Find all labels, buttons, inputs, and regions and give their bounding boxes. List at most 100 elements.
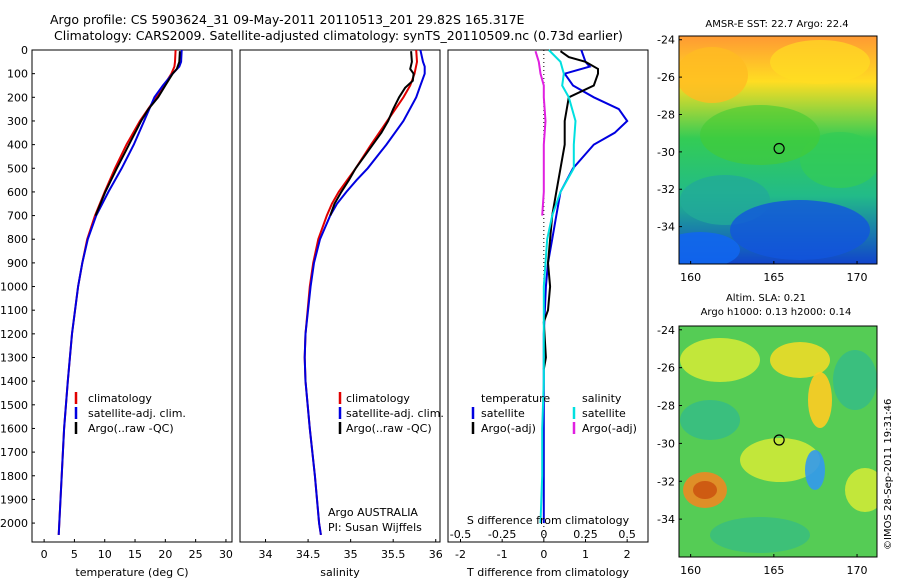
temperature-tick-label: 20 xyxy=(158,548,172,561)
pi-label: PI: Susan Wijffels xyxy=(328,521,422,534)
legend-satellite-label: satellite-adj. clim. xyxy=(88,407,186,420)
depth-tick-label: 1800 xyxy=(0,470,28,483)
legend-argo-label: Argo(..raw -QC) xyxy=(346,422,432,435)
legend-s-argo-label: Argo(-adj) xyxy=(582,422,637,435)
salinity-line-argo xyxy=(329,51,415,216)
sla-map: Altim. SLA: 0.21 Argo h1000: 0.13 h2000:… xyxy=(657,293,878,577)
difference-plot-frame xyxy=(447,49,649,543)
salinity-series xyxy=(303,49,426,536)
latitude-tick-label: -26 xyxy=(657,71,675,84)
latitude-tick-label: -32 xyxy=(657,475,675,488)
depth-tick-label: 1100 xyxy=(0,304,28,317)
sla-field xyxy=(679,326,877,557)
difference-legend: temperature salinity satellite Argo(-adj… xyxy=(471,392,637,435)
s-argo-line xyxy=(534,50,547,216)
depth-tick-label: 1000 xyxy=(0,281,28,294)
warm-patch xyxy=(770,40,870,84)
low-patch xyxy=(680,400,740,440)
s-difference-tick-label: 0.25 xyxy=(573,528,598,541)
depth-tick-label: 100 xyxy=(7,68,28,81)
sst-map-frame xyxy=(678,35,878,265)
legend-satellite-label: satellite-adj. clim. xyxy=(346,407,444,420)
latitude-tick-label: -26 xyxy=(657,362,675,375)
salinity-legend: climatology satellite-adj. clim. Argo(..… xyxy=(338,392,444,435)
temperature-tick-label: 30 xyxy=(219,548,233,561)
depth-tick-label: 1500 xyxy=(0,399,28,412)
temperature-tick-label: 15 xyxy=(128,548,142,561)
salinity-tick-label: 34 xyxy=(259,548,273,561)
latitude-tick-label: -24 xyxy=(657,34,675,47)
temperature-legend: climatology satellite-adj. clim. Argo(..… xyxy=(74,392,186,435)
s-difference-tick-label: -0.25 xyxy=(488,528,516,541)
s-difference-tick-label: 0 xyxy=(540,528,547,541)
salinity-line-satellite xyxy=(303,49,426,536)
depth-tick-label: 1600 xyxy=(0,422,28,435)
depth-tick-label: 400 xyxy=(7,139,28,152)
t-difference-tick-label: 2 xyxy=(624,548,631,561)
longitude-tick-label: 170 xyxy=(847,271,868,284)
low-patch xyxy=(805,450,825,490)
difference-panel: -2 -1 0 1 2 -0.5 -0.25 0 0.25 0.5 S difference fr… xyxy=(447,49,649,579)
depth-tick-label: 1700 xyxy=(0,446,28,459)
salinity-xlabel: salinity xyxy=(320,566,360,579)
mid-patch xyxy=(800,132,877,188)
depth-tick-label: 800 xyxy=(7,233,28,246)
high-patch xyxy=(680,338,760,382)
depth-tick-label: 500 xyxy=(7,162,28,175)
legend-salinity-title: salinity xyxy=(582,392,622,405)
temperature-plot-frame xyxy=(31,49,233,543)
high-patch xyxy=(740,438,820,482)
t-difference-tick-label: -1 xyxy=(497,548,508,561)
legend-climatology-label: climatology xyxy=(346,392,410,405)
salinity-tick-label: 35 xyxy=(344,548,358,561)
temperature-tick-label: 0 xyxy=(41,548,48,561)
longitude-tick-label: 160 xyxy=(680,564,701,577)
institution-label: Argo AUSTRALIA xyxy=(328,506,418,519)
temperature-xlabel: temperature (deg C) xyxy=(75,566,188,579)
latitude-tick-label: -34 xyxy=(657,513,675,526)
latitude-tick-label: -34 xyxy=(657,221,675,234)
high-patch xyxy=(770,342,830,378)
depth-tick-label: 200 xyxy=(7,91,28,104)
temperature-tick-label: 25 xyxy=(189,548,203,561)
depth-tick-label: 700 xyxy=(7,210,28,223)
difference-axis: -2 -1 0 1 2 -0.5 -0.25 0 0.25 0.5 xyxy=(450,528,636,561)
t-difference-tick-label: 0 xyxy=(540,548,547,561)
legend-temperature-title: temperature xyxy=(481,392,550,405)
header-line-1: Argo profile: CS 5903624_31 09-May-2011 … xyxy=(50,12,525,27)
s-difference-tick-label: -0.5 xyxy=(450,528,471,541)
latitude-tick-label: -24 xyxy=(657,324,675,337)
temperature-series xyxy=(57,49,183,535)
legend-s-satellite-label: satellite xyxy=(582,407,626,420)
header-line-2: Climatology: CARS2009. Satellite-adjuste… xyxy=(54,28,623,43)
high-patch xyxy=(693,481,717,499)
salinity-tick-label: 36 xyxy=(429,548,443,561)
imos-timestamp: ©IMOS 28-Sep-2011 19:31:46 xyxy=(883,399,894,550)
high-patch xyxy=(845,468,877,512)
longitude-tick-label: 170 xyxy=(847,564,868,577)
s-difference-tick-label: 0.5 xyxy=(618,528,636,541)
depth-tick-label: 300 xyxy=(7,115,28,128)
depth-tick-label: 2000 xyxy=(0,517,28,530)
salinity-tick-label: 35.5 xyxy=(381,548,406,561)
sla-map-title: Altim. SLA: 0.21 xyxy=(726,293,806,304)
s-difference-xlabel: S difference from climatology xyxy=(467,514,630,527)
low-patch xyxy=(710,517,810,553)
s-satellite-line xyxy=(539,49,577,524)
latitude-tick-label: -32 xyxy=(657,183,675,196)
mid-patch xyxy=(700,105,820,165)
legend-t-satellite-label: satellite xyxy=(481,407,525,420)
cold-patch xyxy=(730,200,870,260)
sst-map-axes: 160 165 170 -24 -26 -28 -30 -32 -34 xyxy=(657,34,868,284)
temperature-axis: 0 5 10 15 20 25 30 xyxy=(41,539,233,561)
temperature-panel: 0100200300400500600700800900100011001200… xyxy=(0,44,233,579)
t-difference-xlabel: T difference from climatology xyxy=(466,566,629,579)
depth-tick-label: 1200 xyxy=(0,328,28,341)
depth-tick-label: 1900 xyxy=(0,493,28,506)
high-patch xyxy=(808,372,832,428)
salinity-axis: 34 34.5 35 35.5 36 xyxy=(259,539,443,561)
t-argo-line xyxy=(542,50,599,370)
salinity-panel: 34 34.5 35 35.5 36 salinity climatology sate… xyxy=(239,49,444,579)
latitude-tick-label: -28 xyxy=(657,108,675,121)
